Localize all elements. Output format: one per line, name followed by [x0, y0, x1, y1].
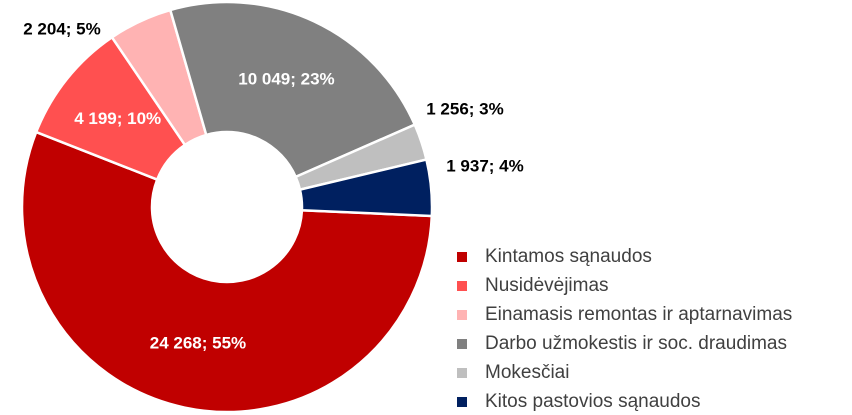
legend-label: Mokesčiai	[485, 362, 569, 383]
legend-marker	[457, 397, 467, 407]
data-label: 2 204; 5%	[23, 19, 101, 38]
donut-slice	[20, 130, 434, 414]
legend-marker	[457, 310, 467, 320]
data-label: 1 937; 4%	[446, 156, 524, 175]
legend-label: Kitos pastovios sąnaudos	[485, 391, 700, 412]
legend-marker	[457, 252, 467, 262]
legend-marker	[457, 368, 467, 378]
legend-label: Darbo užmokestis ir soc. draudimas	[485, 333, 787, 354]
legend-marker	[457, 339, 467, 349]
data-label: 1 256; 3%	[426, 99, 504, 118]
legend-label: Einamasis remontas ir aptarnavimas	[485, 304, 792, 325]
legend-label: Nusidėvėjimas	[485, 275, 609, 296]
donut-slice	[168, 0, 417, 179]
data-label: 10 049; 23%	[238, 70, 334, 89]
donut-slice	[298, 158, 434, 218]
legend-marker	[457, 281, 467, 291]
legend-label: Kintamos sąnaudos	[485, 246, 652, 267]
data-label: 24 268; 55%	[150, 333, 246, 352]
data-label: 4 199; 10%	[74, 109, 161, 128]
